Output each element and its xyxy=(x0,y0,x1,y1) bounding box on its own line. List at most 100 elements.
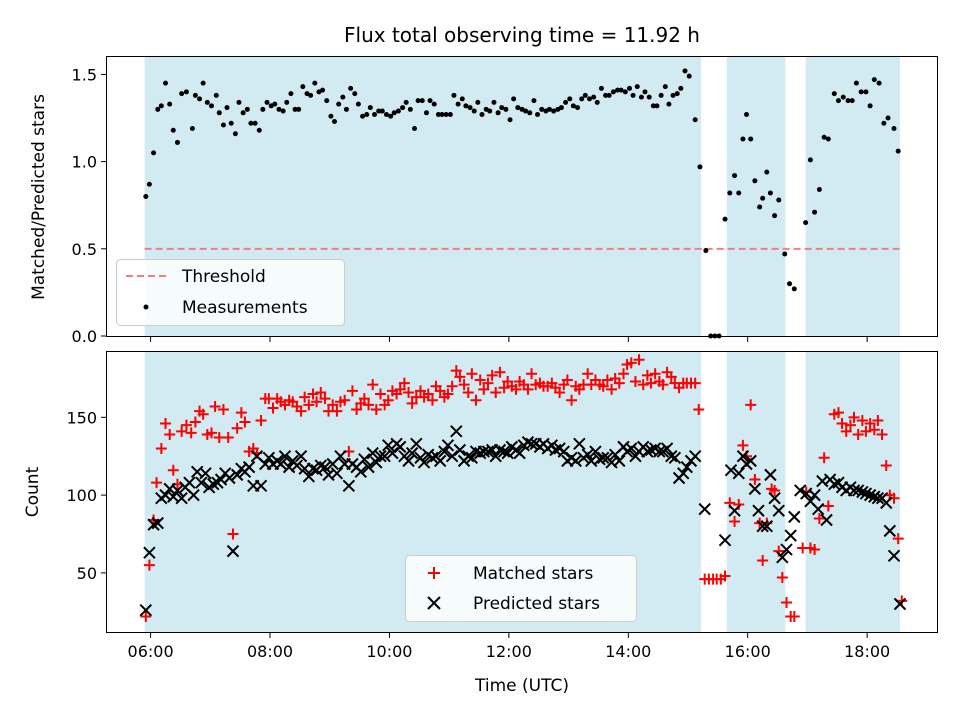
measurement-point xyxy=(876,80,882,86)
matched-star-point xyxy=(358,393,370,405)
predicted-star-point xyxy=(718,534,732,547)
measurement-point xyxy=(447,112,453,118)
matched-star-point xyxy=(164,428,176,440)
y-tick-label: 100 xyxy=(66,486,97,505)
measurement-point xyxy=(642,89,648,95)
measurement-point xyxy=(423,110,429,116)
matched-star-point xyxy=(689,377,701,389)
matched-star-point xyxy=(426,394,438,406)
matched-star-point xyxy=(140,610,152,622)
matched-star-point xyxy=(422,388,434,400)
measurement-point xyxy=(638,94,644,100)
predicted-star-point xyxy=(581,448,594,461)
matched-star-point xyxy=(809,544,821,556)
matched-star-point xyxy=(601,374,613,386)
measurement-point xyxy=(272,101,278,107)
measurement-point xyxy=(787,281,793,287)
matched-star-point xyxy=(665,371,677,383)
matched-star-point xyxy=(498,382,510,394)
matched-star-point xyxy=(641,369,653,381)
matched-star-point xyxy=(494,366,506,378)
matched-star-point xyxy=(818,452,830,464)
matched-star-point xyxy=(813,512,825,524)
predicted-star-point xyxy=(880,496,893,510)
measurement-point xyxy=(280,108,286,114)
matched-star-point xyxy=(693,404,705,416)
matched-star-point xyxy=(315,386,327,398)
predicted-star-point xyxy=(171,484,184,497)
y-tick-label: 50 xyxy=(77,564,97,583)
measurement-point xyxy=(174,139,180,145)
matched-star-point xyxy=(189,416,201,428)
matched-star-point xyxy=(625,357,637,369)
measurement-point xyxy=(146,181,152,187)
predicted-star-point xyxy=(794,484,807,497)
matched-star-point xyxy=(205,427,217,439)
legend-matched-label: Matched stars xyxy=(473,564,593,584)
measurement-point xyxy=(666,101,672,107)
y-tick-label: 1.5 xyxy=(72,65,97,84)
measurement-point xyxy=(546,106,552,112)
predicted-star-point xyxy=(450,425,463,438)
predicted-star-point xyxy=(147,518,160,531)
measurement-point xyxy=(352,91,358,97)
measurement-point xyxy=(863,89,869,95)
predicted-star-point xyxy=(262,451,276,464)
measurement-point xyxy=(881,120,887,126)
measurement-point xyxy=(419,98,425,104)
matched-star-point xyxy=(176,425,188,437)
measurement-point xyxy=(598,85,604,91)
measurement-point xyxy=(586,96,592,102)
predicted-star-point xyxy=(386,446,399,460)
matched-star-point xyxy=(637,379,649,391)
predicted-star-point xyxy=(732,467,745,480)
predicted-star-point xyxy=(306,462,320,475)
matched-star-point xyxy=(299,391,311,403)
x-tick-label: 06:00 xyxy=(128,642,174,661)
measurement-point xyxy=(654,103,660,109)
predicted-star-point xyxy=(493,443,507,457)
predicted-star-point xyxy=(226,544,240,558)
matched-star-point xyxy=(880,460,892,472)
predicted-star-point xyxy=(856,485,869,499)
measurement-point xyxy=(527,110,533,116)
measurement-point xyxy=(451,92,457,98)
measurement-point xyxy=(471,108,477,114)
matched-star-point xyxy=(235,407,247,419)
measurement-point xyxy=(264,99,270,105)
measurement-point xyxy=(403,99,409,105)
measurement-point xyxy=(252,120,258,126)
matched-star-point xyxy=(769,484,781,496)
predicted-star-point xyxy=(688,450,702,463)
measurement-point xyxy=(220,122,226,128)
measurement-point xyxy=(885,115,891,121)
measurement-point xyxy=(776,197,782,203)
measurement-point xyxy=(740,136,746,142)
measurement-point xyxy=(192,92,198,98)
predicted-star-point xyxy=(893,597,907,611)
measurement-point xyxy=(606,92,612,98)
measurement-point xyxy=(167,101,173,107)
matched-star-point xyxy=(478,383,490,395)
measurement-point xyxy=(622,89,628,95)
predicted-star-point xyxy=(489,450,502,463)
matched-star-point xyxy=(561,374,573,386)
matched-star-point xyxy=(434,385,446,397)
matched-star-point xyxy=(197,408,209,420)
predicted-star-point xyxy=(354,465,367,478)
measurement-point xyxy=(459,96,465,102)
top-axes-frame xyxy=(106,56,938,337)
matched-star-point xyxy=(860,425,872,437)
measurement-point xyxy=(895,148,901,154)
measurement-point xyxy=(412,125,418,131)
measurement-point xyxy=(312,80,318,86)
measurement-point xyxy=(308,92,314,98)
predicted-star-point xyxy=(183,476,196,489)
predicted-star-point xyxy=(242,460,256,474)
measurement-point xyxy=(727,190,733,196)
bottom-legend-box xyxy=(405,555,637,622)
matched-star-point xyxy=(155,442,167,454)
matched-star-point xyxy=(458,379,470,391)
matched-star-point xyxy=(613,377,625,389)
predicted-star-point xyxy=(811,502,825,516)
